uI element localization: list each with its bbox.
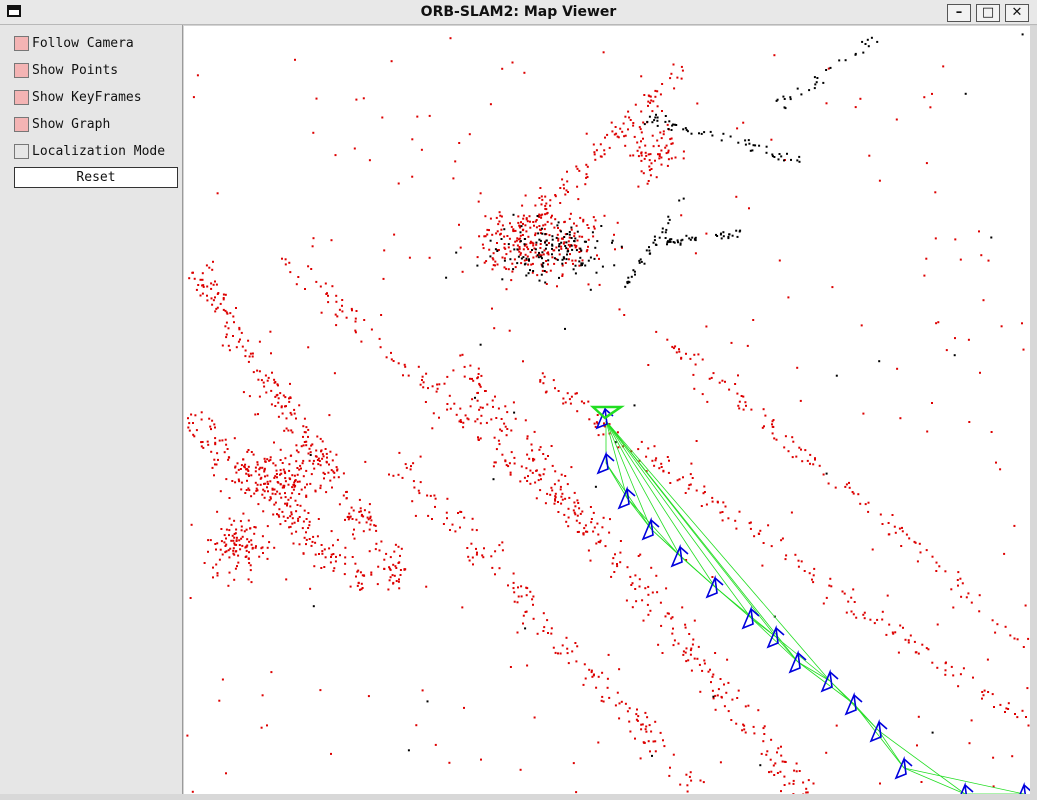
show-points-label: Show Points xyxy=(32,62,119,78)
control-panel: Follow Camera Show Points Show KeyFrames… xyxy=(0,25,183,795)
bottom-edge-strip xyxy=(0,794,1037,800)
keyframe-marker xyxy=(617,485,636,510)
keyframe-marker xyxy=(596,450,615,475)
reference-map-points xyxy=(309,33,1024,767)
window-title: ORB-SLAM2: Map Viewer xyxy=(420,4,617,20)
checkbox-box[interactable] xyxy=(14,143,29,159)
minimize-button[interactable]: – xyxy=(947,4,971,22)
checkbox-box[interactable] xyxy=(14,116,29,132)
maximize-button[interactable]: □ xyxy=(976,4,1000,22)
show-keyframes-label: Show KeyFrames xyxy=(32,89,142,105)
covisibility-graph xyxy=(605,420,1025,794)
keyframe-marker xyxy=(844,691,863,716)
keyframe-marker xyxy=(820,668,839,693)
show-graph-label: Show Graph xyxy=(32,116,111,132)
keyframe-marker xyxy=(894,755,913,780)
keyframe-marker xyxy=(960,781,974,794)
checkbox-box[interactable] xyxy=(14,89,29,105)
map-viewport[interactable] xyxy=(184,26,1030,794)
checkbox-box[interactable] xyxy=(14,62,29,78)
checkbox-box[interactable] xyxy=(14,35,29,51)
keyframe-marker xyxy=(741,605,760,630)
keyframe-marker xyxy=(788,649,807,674)
keyframes xyxy=(595,405,1030,794)
current-camera-marker xyxy=(589,405,625,420)
show-points-checkbox[interactable]: Show Points xyxy=(14,60,118,80)
follow-camera-checkbox[interactable]: Follow Camera xyxy=(14,33,134,53)
map-points xyxy=(186,37,1030,794)
window-menu-icon[interactable] xyxy=(7,5,21,17)
keyframe-marker xyxy=(869,718,888,743)
keyframe-marker xyxy=(670,543,689,568)
follow-camera-label: Follow Camera xyxy=(32,35,134,51)
show-graph-checkbox[interactable]: Show Graph xyxy=(14,114,110,134)
right-edge-strip xyxy=(1030,26,1037,800)
show-keyframes-checkbox[interactable]: Show KeyFrames xyxy=(14,87,142,107)
keyframe-marker xyxy=(766,624,785,649)
localization-mode-checkbox[interactable]: Localization Mode xyxy=(14,141,165,161)
reset-button[interactable]: Reset xyxy=(14,167,178,188)
title-bar[interactable]: ORB-SLAM2: Map Viewer – □ ✕ xyxy=(0,0,1037,25)
localization-mode-label: Localization Mode xyxy=(32,143,166,159)
close-button[interactable]: ✕ xyxy=(1005,4,1029,22)
keyframe-marker xyxy=(705,574,724,599)
keyframe-marker xyxy=(1019,781,1030,794)
map-canvas[interactable] xyxy=(184,26,1030,794)
keyframe-marker xyxy=(641,516,660,541)
